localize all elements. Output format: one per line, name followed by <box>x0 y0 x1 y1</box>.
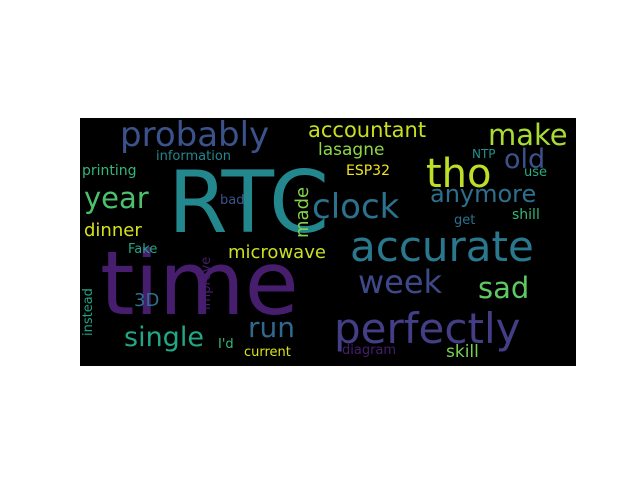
word-shill: shill <box>512 207 540 223</box>
word-use: use <box>524 165 548 180</box>
word-microwave: microwave <box>228 242 326 263</box>
word-year: year <box>84 181 149 215</box>
word-3d: 3D <box>134 290 160 311</box>
word-old: old <box>504 144 546 175</box>
word-accountant: accountant <box>308 118 427 142</box>
word-lasagne: lasagne <box>318 140 385 160</box>
word-sad: sad <box>478 271 530 305</box>
word-week: week <box>358 263 443 301</box>
word-made: made <box>292 186 313 238</box>
word-id: I'd <box>218 337 234 352</box>
word-single: single <box>124 322 204 353</box>
word-perfectly: perfectly <box>334 304 521 353</box>
word-probably: probably <box>120 118 270 155</box>
word-skill: skill <box>446 342 479 362</box>
word-anymore: anymore <box>430 180 537 208</box>
word-ntp: NTP <box>472 147 496 161</box>
word-tho: tho <box>426 151 492 197</box>
word-get: get <box>454 213 476 228</box>
word-accurate: accurate <box>350 222 534 271</box>
word-make: make <box>488 118 568 152</box>
word-diagram: diagram <box>342 343 397 358</box>
word-fake: Fake <box>128 242 158 257</box>
word-run: run <box>248 311 296 344</box>
word-clock: clock <box>312 187 400 227</box>
word-printing: printing <box>82 163 137 179</box>
word-rtc: RTC <box>168 153 330 253</box>
word-dinner: dinner <box>84 220 142 241</box>
word-bad: bad <box>220 193 245 208</box>
word-esp32: ESP32 <box>346 163 390 179</box>
word-current: current <box>244 345 291 360</box>
word-information: information <box>156 149 232 164</box>
word-cloud: time RTC accurate perfectly probably tho… <box>80 118 576 366</box>
word-time: time <box>100 232 299 335</box>
word-instead: instead <box>81 288 96 336</box>
word-improve: improve <box>199 256 214 310</box>
